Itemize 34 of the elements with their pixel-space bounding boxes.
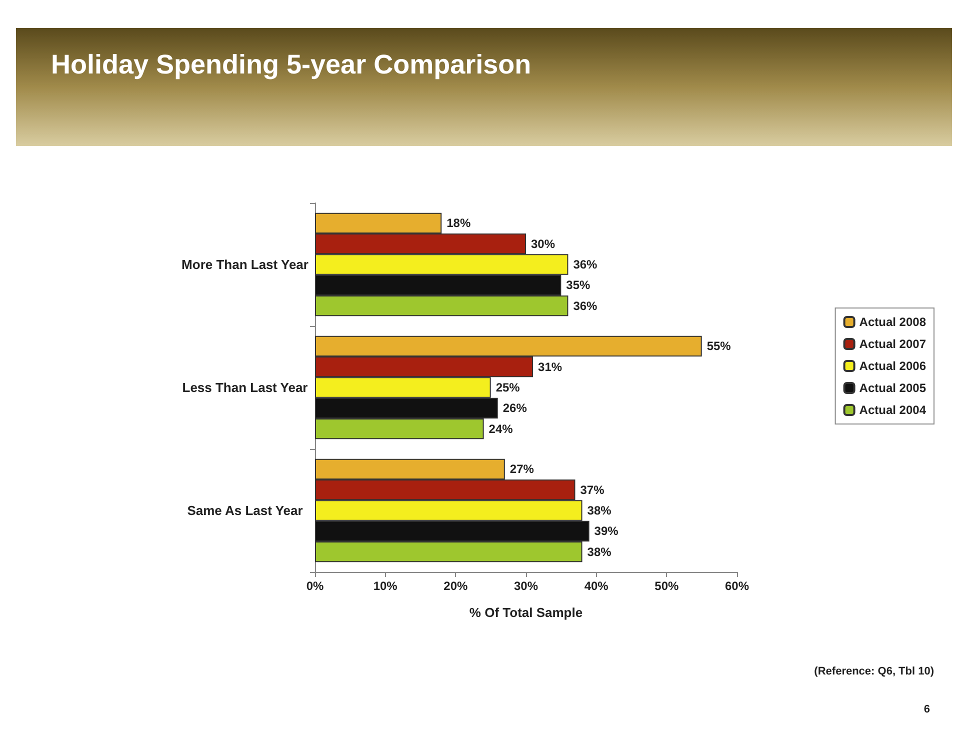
data-label: 25% bbox=[496, 380, 520, 394]
data-label: 39% bbox=[594, 524, 619, 538]
data-label: 35% bbox=[566, 278, 591, 292]
x-tick-label: 0% bbox=[306, 579, 324, 593]
data-label: 36% bbox=[573, 258, 598, 272]
data-label: 38% bbox=[587, 544, 612, 559]
y-tick-label: Same As Last Year bbox=[187, 503, 303, 518]
x-tick-label: 10% bbox=[373, 579, 398, 593]
legend-label: Actual 2004 bbox=[859, 403, 926, 417]
text: (Reference: Q6, Tbl 10) bbox=[814, 666, 934, 678]
x-tick-label: 40% bbox=[584, 579, 609, 593]
y-tick-label: Less Than Last Year bbox=[182, 380, 308, 395]
x-axis-title: % Of Total Sample bbox=[469, 605, 583, 620]
x-tick-label: 60% bbox=[724, 579, 750, 593]
legend-label: Actual 2006 bbox=[859, 359, 926, 373]
data-label: 30% bbox=[531, 236, 556, 251]
legend-label: Actual 2005 bbox=[859, 381, 926, 395]
legend-label: Actual 2008 bbox=[859, 315, 926, 329]
y-tick-label: More Than Last Year bbox=[182, 257, 308, 272]
data-label: 24% bbox=[488, 422, 514, 436]
data-label: 38% bbox=[587, 504, 612, 518]
x-tick-label: 30% bbox=[514, 579, 538, 593]
chart-title: Holiday Spending 5-year Comparison bbox=[51, 50, 532, 80]
text: 6 bbox=[924, 704, 930, 716]
data-label: 27% bbox=[510, 462, 534, 476]
data-label: 18% bbox=[446, 216, 471, 230]
x-tick-label: 50% bbox=[654, 579, 679, 593]
data-label: 37% bbox=[580, 482, 605, 497]
legend-label: Actual 2007 bbox=[859, 337, 926, 351]
data-label: 55% bbox=[706, 339, 732, 354]
data-label: 36% bbox=[573, 298, 598, 313]
data-label: 31% bbox=[538, 360, 562, 374]
data-label: 26% bbox=[502, 401, 528, 416]
x-tick-label: 20% bbox=[444, 579, 468, 593]
